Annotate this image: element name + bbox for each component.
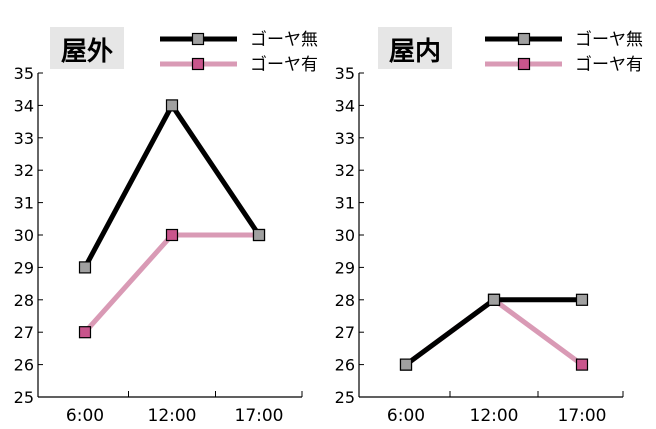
legend-marker-0 [191, 32, 205, 46]
series-line-1 [83, 232, 259, 334]
legend-marker-1 [517, 57, 531, 71]
series-1-point [575, 358, 589, 371]
y-tick-label: 35 [14, 64, 34, 83]
y-tick-label: 35 [335, 64, 355, 83]
x-tick-label: 6:00 [66, 406, 104, 424]
y-tick-label: 29 [14, 258, 34, 277]
series-1-point [78, 326, 92, 339]
y-tick-label: 34 [14, 96, 34, 115]
legend-label-1: ゴーヤ有 [250, 54, 318, 75]
y-tick-label: 28 [14, 291, 34, 310]
y-tick-label: 32 [14, 161, 34, 180]
series-0-point [575, 293, 589, 306]
y-tick-label: 32 [335, 161, 355, 180]
y-tick-label: 26 [335, 356, 355, 375]
series-0-point [252, 228, 266, 242]
x-tick-label: 17:00 [235, 406, 284, 424]
y-tick-label: 30 [335, 226, 355, 245]
series-line-1 [404, 296, 584, 367]
y-tick-label: 31 [335, 194, 355, 213]
y-tick-label: 27 [335, 323, 355, 342]
chart-title: 屋内 [389, 37, 441, 67]
series-0-point [487, 293, 501, 306]
y-tick-label: 26 [14, 356, 34, 375]
legend-marker-0 [517, 32, 531, 46]
series-0-point [165, 99, 179, 112]
x-tick-label: 12:00 [470, 406, 519, 424]
legend-label-0: ゴーヤ無 [575, 29, 643, 50]
x-tick-label: 6:00 [387, 406, 425, 424]
y-tick-label: 34 [335, 96, 355, 115]
y-tick-label: 33 [14, 129, 34, 148]
y-tick-label: 25 [14, 388, 34, 407]
y-tick-label: 27 [14, 323, 34, 342]
y-tick-label: 25 [335, 388, 355, 407]
legend-label-0: ゴーヤ無 [250, 29, 318, 50]
y-tick-label: 33 [335, 129, 355, 148]
y-tick-label: 29 [335, 258, 355, 277]
y-tick-label: 30 [14, 226, 34, 245]
series-1-point [165, 228, 179, 242]
series-line-0 [82, 100, 262, 269]
chart-title-box [378, 27, 452, 69]
series-line-0 [404, 297, 582, 367]
x-tick-label: 12:00 [148, 406, 197, 424]
legend-label-1: ゴーヤ有 [575, 54, 643, 75]
chart-title-box [50, 27, 124, 69]
legend-marker-1 [191, 57, 205, 71]
x-tick-label: 17:00 [558, 406, 607, 424]
series-0-point [78, 261, 92, 274]
chart-panel-1: 屋内 25 26 27 28 29 30 31 32 33 34 35 6:00 12:00 17:00 ゴー… [335, 27, 643, 426]
series-0-point [399, 358, 413, 371]
chart-panel-0: 屋外 25 26 27 28 29 30 31 32 33 34 35 6:00 12:00 17:00 ゴー… [14, 27, 318, 426]
chart-title: 屋外 [61, 37, 113, 67]
y-tick-label: 28 [335, 291, 355, 310]
y-tick-label: 31 [14, 194, 34, 213]
